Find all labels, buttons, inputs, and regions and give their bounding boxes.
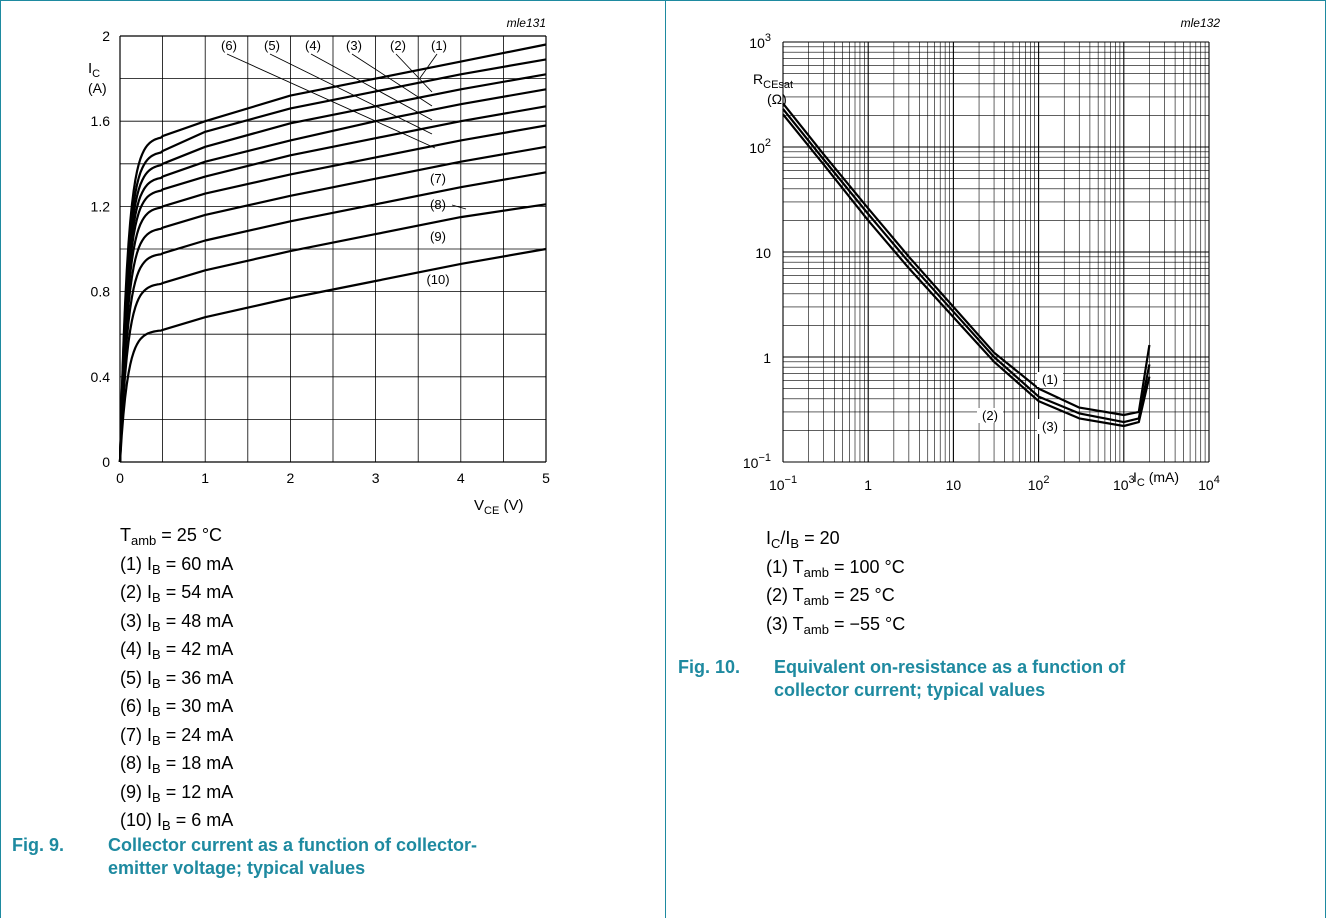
fig9-curve-label-7: (7) (430, 171, 446, 186)
fig9-tag: mle131 (507, 16, 546, 30)
fig10-caption: Fig. 10. Equivalent on-resistance as a f… (678, 656, 1298, 706)
fig9-caption-line2: emitter voltage; typical values (108, 858, 366, 878)
fig9-y-label: IC (88, 60, 100, 80)
fig10-xtick: 103 (1113, 474, 1135, 493)
fig10-curve-3 (782, 113, 1151, 428)
fig9-condition-1: (1) IB = 60 mA (120, 553, 234, 577)
fig9-curve-10 (118, 247, 547, 463)
fig9-panel (0, 0, 666, 918)
fig10-curve-label-2: (2) (982, 408, 998, 423)
fig10-condition-3: (3) Tamb = −55 °C (766, 613, 906, 637)
fig9-curve-label-6: (6) (221, 38, 237, 53)
fig9-ytick: 1.6 (91, 113, 111, 129)
fig9-condition-7: (7) IB = 24 mA (120, 724, 234, 748)
fig9-curve-label-3: (3) (346, 38, 362, 53)
fig10-curve-label-1: (1) (1042, 372, 1058, 387)
fig9-curve-label-4: (4) (305, 38, 321, 53)
fig9-condition-8: (8) IB = 18 mA (120, 753, 234, 776)
fig9-curve-label-10: (10) (426, 272, 449, 287)
fig9-curve-9 (118, 203, 547, 463)
fig10-curve-label-bg (1037, 419, 1063, 434)
fig9-curve-7 (118, 145, 547, 463)
fig9-leader-1 (419, 53, 438, 79)
fig9-conditions: Tamb = 25 °C (1) IB = 60 mA (2) IB = 54 m… (120, 524, 233, 838)
fig9-leader-5 (269, 53, 433, 135)
fig10-xtick: 102 (1028, 474, 1050, 493)
fig9-labels: 0 0.4 0.8 1.2 1.6 2 0 1 2 3 4 5 (1) (2) (3) (4) (5) (6) (7… (91, 28, 551, 486)
fig9-condition-9: (9) IB = 12 mA (120, 781, 234, 805)
fig9-condition-4: (4) IB = 42 mA (120, 639, 234, 662)
fig9-caption: Fig. 9. Collector current as a function … (12, 834, 652, 884)
fig10-labels: 10−1 1 10 102 103 10−1 1 10 102 103 104 (1) (2) (3) (743, 32, 1220, 493)
fig9-leader-8 (451, 204, 467, 210)
fig10-caption-number: Fig. 10. (678, 657, 741, 677)
fig10-condition-1: (1) Tamb = 100 °C (766, 556, 905, 580)
fig9-caption-number: Fig. 9. (12, 835, 65, 855)
fig9-caption-line1: Collector current as a function of colle… (108, 835, 478, 855)
fig9-grid (119, 35, 547, 463)
fig10-condition-2: (2) Tamb = 25 °C (766, 585, 895, 608)
fig10-ytick: 1 (763, 350, 771, 366)
fig9-curve-label-5: (5) (264, 38, 280, 53)
fig9-curve-5 (118, 105, 547, 463)
fig9-condition-6: (6) IB = 30 mA (120, 696, 234, 719)
fig10-xtick: 10−1 (769, 474, 797, 493)
fig10-xtick: 1 (864, 477, 872, 493)
fig9-xtick: 1 (201, 470, 209, 486)
fig9-curve-6 (118, 124, 547, 463)
fig10-curve-2 (782, 108, 1151, 424)
fig9-y-unit: (A) (88, 80, 107, 96)
fig9-x-label: VCE (V) (474, 497, 523, 517)
fig9-ytick: 0.4 (91, 369, 111, 385)
fig10-ytick: 10−1 (743, 452, 771, 471)
fig10-xtick: 10 (946, 477, 962, 493)
fig10-y-unit: (Ω) (767, 91, 787, 107)
fig10-curves (782, 102, 1151, 428)
fig9-leader-3 (351, 53, 433, 107)
fig10-ratio: IC/IB = 20 (766, 528, 840, 551)
fig10-x-label: IC (mA) (1133, 469, 1179, 489)
fig10-y-label: RCEsat (753, 71, 793, 91)
fig10-curve-label-bg (977, 408, 1003, 423)
fig10-caption-line2: collector current; typical values (774, 680, 1046, 700)
fig9-xtick: 5 (542, 470, 550, 486)
fig9-condition-2: (2) IB = 54 mA (120, 582, 234, 605)
fig10-conditions: IC/IB = 20 (1) Tamb = 100 °C (2) Tamb = 2… (766, 527, 905, 641)
fig9-leader-2 (395, 53, 433, 93)
fig10-curve-label-bg (1037, 372, 1063, 387)
fig9-curve-label-9: (9) (430, 229, 446, 244)
fig9-condition-5: (5) IB = 36 mA (120, 667, 234, 691)
fig9-curve-label-2: (2) (390, 38, 406, 53)
fig9-leader-4 (310, 53, 433, 121)
fig9-temp: Tamb = 25 °C (120, 525, 223, 548)
fig9-xtick: 0 (116, 470, 124, 486)
fig10-ytick: 103 (749, 32, 771, 51)
fig9-xtick: 4 (457, 470, 465, 486)
fig9-ytick: 2 (102, 28, 110, 44)
fig10-ytick: 102 (749, 137, 771, 156)
fig10-caption-line1: Equivalent on-resistance as a function o… (774, 657, 1126, 677)
fig9-xtick: 3 (372, 470, 380, 486)
fig10-xtick: 104 (1198, 474, 1220, 493)
fig9-curve-label-8: (8) (430, 197, 446, 212)
fig10-tag: mle132 (1181, 16, 1221, 30)
fig10-grid (782, 41, 1210, 463)
fig10-ytick: 10 (755, 245, 771, 261)
fig9-condition-10: (10) IB = 6 mA (120, 810, 234, 833)
fig9-xtick: 2 (287, 470, 295, 486)
fig9-curve-label-1: (1) (431, 38, 447, 53)
fig9-curve-8 (118, 171, 547, 463)
fig9-leader-6 (226, 53, 436, 149)
fig9-curves (118, 43, 547, 463)
fig10-curve-label-3: (3) (1042, 419, 1058, 434)
fig10-curve-1 (782, 102, 1151, 417)
fig9-ytick: 1.2 (91, 198, 111, 214)
fig9-condition-3: (3) IB = 48 mA (120, 610, 234, 634)
fig9-ytick: 0 (102, 454, 110, 470)
fig9-ytick: 0.8 (91, 284, 111, 300)
